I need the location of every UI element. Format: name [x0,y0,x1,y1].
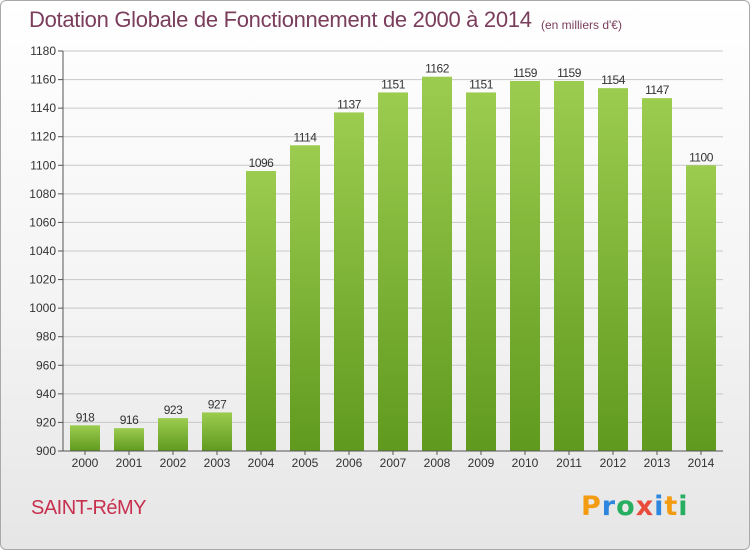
bar [202,412,232,451]
y-tick-label: 1140 [30,101,56,115]
brand-letter: o [616,491,636,522]
data-label: 918 [76,410,95,424]
y-tick-label: 940 [36,387,56,401]
brand-letter: i [678,491,689,522]
x-tick-label: 2003 [204,456,231,470]
data-label: 916 [120,413,139,427]
bar [158,418,188,451]
x-tick-label: 2010 [512,456,539,470]
bar [686,165,716,452]
y-tick-label: 1180 [30,44,56,58]
data-label: 1159 [557,66,582,80]
x-tick-label: 2002 [160,456,187,470]
data-label: 1096 [249,156,275,170]
brand-letter: x [635,491,655,522]
labels: 900 920 940 960 980 1000 1020 1040 1060 1080 1100 1… [29,44,714,470]
brand-letter: P [581,491,602,522]
y-tick-label: 900 [36,444,56,458]
x-tick-label: 2011 [556,456,582,470]
commune-name: SAINT-RéMY [31,497,147,519]
y-tick-label: 1060 [29,215,56,229]
brand-letter: t [664,491,679,522]
x-tick-label: 2000 [72,456,99,470]
chart-title: Dotation Globale de Fonctionnement de 20… [29,7,532,32]
x-tick-label: 2009 [468,456,495,470]
bar [466,92,496,451]
x-tick-label: 2013 [644,456,671,470]
bar [598,88,628,452]
bars [70,76,716,452]
x-tick-label: 2004 [248,456,275,470]
data-label: 1151 [469,77,494,91]
y-tick-label: 1100 [30,158,56,172]
bar [510,81,540,451]
data-label: 1137 [337,97,362,111]
brand-letter: i [654,491,665,522]
bar [378,92,408,451]
bar [554,81,584,451]
y-tick-label: 1160 [30,73,56,87]
y-tick-label: 1120 [30,130,56,144]
data-label: 1114 [294,130,318,144]
data-label: 1162 [425,62,450,76]
data-label: 923 [164,403,183,417]
x-tick-label: 2005 [292,456,319,470]
x-tick-label: 2012 [600,456,627,470]
y-tick-label: 1020 [29,273,56,287]
brand-logo: Proxiti [581,491,689,522]
x-tick-label: 2007 [380,456,407,470]
y-tick-label: 920 [36,415,56,429]
brand-letter: r [601,491,617,522]
bar [642,98,672,452]
y-tick-label: 1040 [29,244,56,258]
data-label: 1154 [601,73,626,87]
unit-label: (en milliers d'€) [541,18,622,32]
data-label: 1100 [689,150,714,164]
bar [70,425,100,451]
x-tick-label: 2001 [116,456,143,470]
y-tick-label: 1000 [29,301,56,315]
x-tick-label: 2008 [424,456,451,470]
data-label: 1151 [381,77,406,91]
bar [334,112,364,451]
y-tick-label: 980 [36,330,56,344]
bar [114,428,144,451]
y-tick-label: 1080 [29,187,56,201]
data-label: 927 [208,397,227,411]
data-label: 1147 [645,83,670,97]
axes [58,50,723,455]
x-tick-label: 2014 [688,456,715,470]
data-label: 1159 [513,66,538,80]
bar [246,171,276,451]
y-tick-label: 960 [36,358,56,372]
bar [422,76,452,451]
x-tick-label: 2006 [336,456,363,470]
bar [290,145,320,452]
